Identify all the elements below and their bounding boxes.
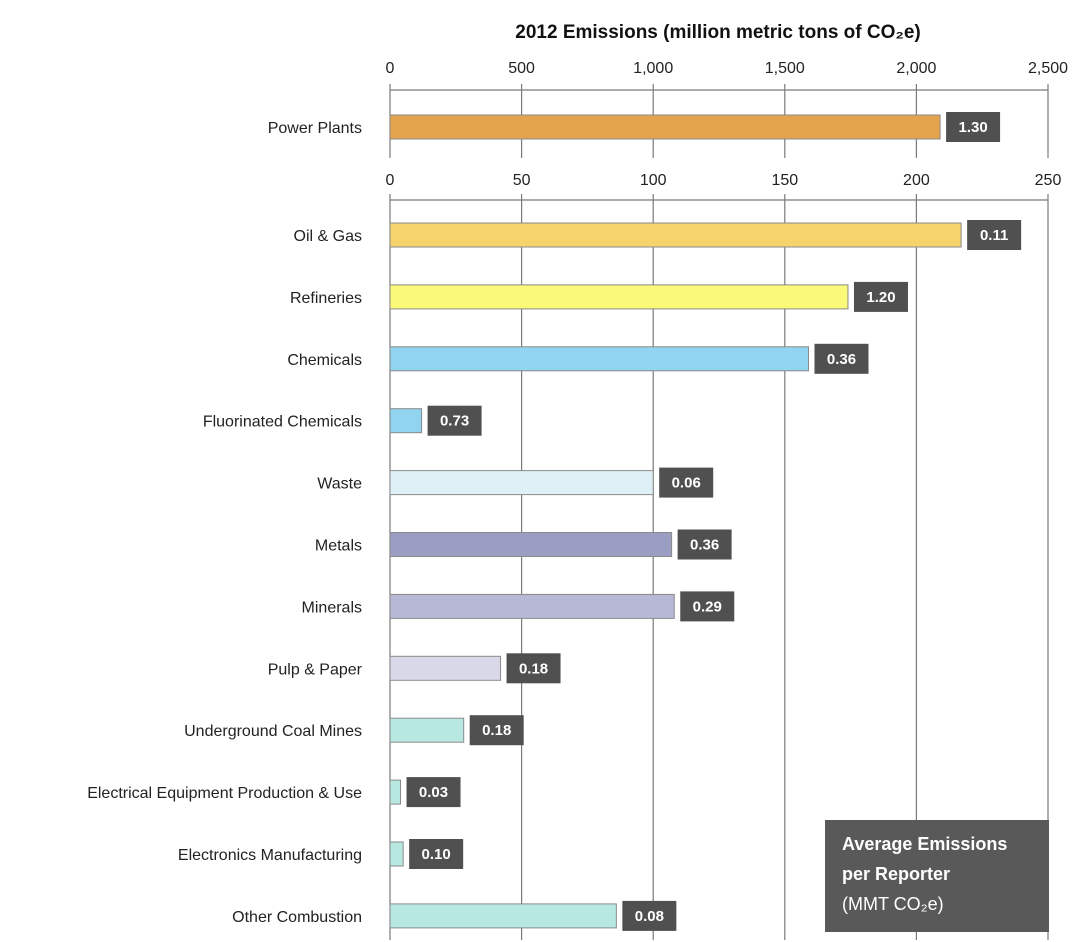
top-tick-label: 1,000: [633, 60, 673, 77]
bar: [389, 779, 402, 805]
data-label-box: [946, 112, 1001, 142]
data-label-box: [659, 467, 714, 498]
legend-line-1: Average Emissions: [842, 834, 1007, 854]
middle-tick-label: 200: [903, 172, 930, 189]
top-tick-label: 500: [508, 60, 535, 77]
data-label: 1.20: [866, 289, 895, 306]
middle-tick-label: 150: [771, 172, 798, 189]
data-label: 1.30: [958, 119, 987, 136]
data-label: 0.11: [980, 227, 1008, 244]
data-label-box: [409, 839, 464, 869]
data-label: 0.18: [519, 660, 548, 677]
bar: [389, 717, 465, 743]
category-label: Oil & Gas: [294, 228, 362, 245]
bar: [389, 346, 809, 372]
category-label: Other Combustion: [232, 909, 362, 926]
data-label-box: [814, 343, 869, 374]
bar: [389, 841, 404, 867]
top-tick-label: 1,500: [765, 60, 805, 77]
chart-title: 2012 Emissions (million metric tons of C…: [515, 22, 920, 43]
data-label: 0.03: [419, 784, 448, 801]
category-label: Power Plants: [268, 120, 362, 137]
category-label: Fluorinated Chemicals: [203, 414, 362, 431]
middle-tick-label: 50: [513, 172, 531, 189]
category-label: Electrical Equipment Production & Use: [87, 785, 362, 802]
data-label-box: [622, 900, 677, 931]
middle-tick-label: 0: [386, 172, 395, 189]
legend-line-3: (MMT CO₂e): [842, 894, 944, 914]
data-label-box: [406, 777, 461, 808]
top-tick-label: 0: [386, 60, 395, 77]
top-tick-label: 2,000: [896, 60, 936, 77]
data-label-box: [680, 591, 735, 622]
category-label: Chemicals: [287, 352, 362, 369]
bar: [389, 222, 962, 248]
category-label: Underground Coal Mines: [184, 723, 362, 740]
bar: [389, 408, 423, 434]
middle-axis-ticks: 0 50 100 150 200 250: [386, 172, 1062, 189]
data-label-box: [853, 281, 908, 312]
data-label: 0.06: [672, 475, 701, 492]
data-label: 0.18: [482, 722, 511, 739]
category-label: Waste: [317, 476, 362, 493]
data-label-box: [469, 715, 524, 746]
bar: [389, 532, 673, 557]
bar: [389, 284, 849, 310]
top-axis-ticks: 0 500 1,000 1,500 2,000 2,500: [386, 60, 1069, 77]
legend-box: Average Emissions per Reporter (MMT CO₂e…: [825, 820, 1049, 932]
bar: [389, 655, 502, 681]
bottom-panel-gridlines: [389, 194, 1049, 940]
category-label: Pulp & Paper: [268, 661, 363, 678]
category-label: Electronics Manufacturing: [178, 847, 362, 864]
category-label: Refineries: [290, 290, 362, 307]
data-label-box: [677, 529, 732, 560]
bar: [389, 114, 941, 140]
data-label: 0.73: [440, 413, 469, 430]
legend-background: [825, 820, 1049, 932]
bar: [389, 593, 675, 619]
data-label: 0.08: [635, 908, 664, 925]
middle-tick-label: 250: [1035, 172, 1062, 189]
data-label: 0.29: [693, 598, 722, 615]
data-label-box: [427, 405, 482, 436]
top-tick-label: 2,500: [1028, 60, 1068, 77]
category-label: Metals: [315, 538, 362, 555]
data-label-box: [967, 220, 1022, 250]
middle-tick-label: 100: [640, 172, 667, 189]
bar: [389, 903, 617, 929]
data-label-box: [506, 653, 561, 684]
legend-line-2: per Reporter: [842, 864, 950, 884]
data-label: 0.36: [690, 537, 719, 554]
bar: [389, 470, 654, 496]
category-label: Minerals: [302, 599, 362, 616]
data-label: 0.10: [422, 846, 451, 863]
data-label: 0.36: [827, 351, 856, 368]
bars: Power Plants 1.30 Oil & Gas 0.11 Refineries 1…: [87, 112, 1022, 931]
